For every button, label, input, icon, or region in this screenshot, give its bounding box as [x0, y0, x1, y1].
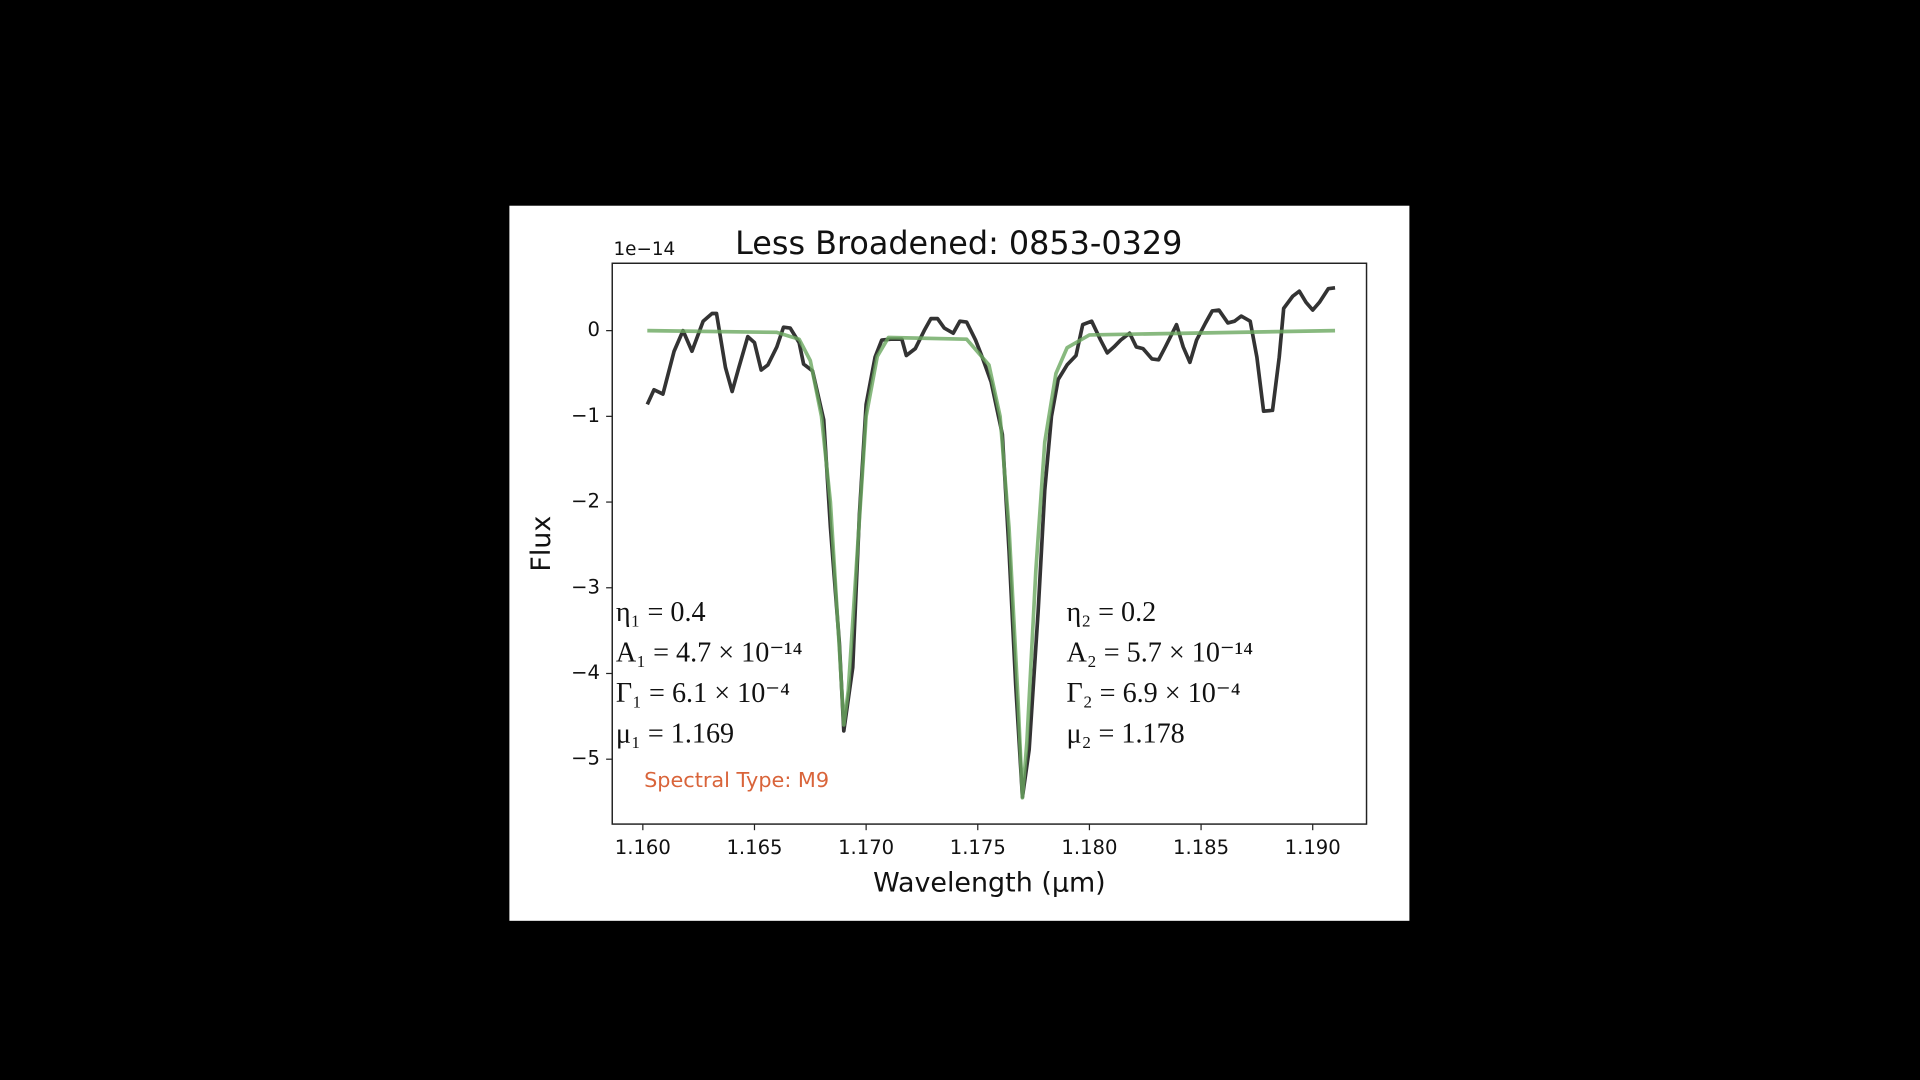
chart-title: Less Broadened: 0853-0329: [735, 224, 1182, 262]
y-tick-label: −1: [571, 404, 600, 427]
y-offset-label: 1e−14: [613, 239, 675, 260]
x-tick-label: 1.185: [1173, 836, 1229, 859]
y-axis-label: Flux: [526, 516, 557, 572]
fit-parameter: Γ₁ = 6.1 × 10⁻⁴: [616, 678, 790, 709]
fit-parameter: Γ₂ = 6.9 × 10⁻⁴: [1067, 678, 1241, 709]
x-tick-label: 1.165: [726, 836, 782, 859]
x-tick-label: 1.190: [1285, 836, 1341, 859]
x-tick-label: 1.180: [1061, 836, 1117, 859]
x-tick-label: 1.170: [838, 836, 894, 859]
fit-parameter: μ₁ = 1.169: [616, 718, 734, 749]
fit-parameter: μ₂ = 1.178: [1067, 718, 1185, 749]
fit-parameter: η₂ = 0.2: [1067, 597, 1157, 628]
x-axis-label: Wavelength (µm): [873, 868, 1106, 899]
spectral-type-note: Spectral Type: M9: [644, 768, 829, 792]
fit-parameter: A₁ = 4.7 × 10⁻¹⁴: [616, 638, 803, 669]
y-tick-label: −5: [571, 747, 600, 770]
plot-frame: [611, 262, 1368, 825]
figure-panel: [509, 205, 1410, 921]
fit-parameter: η₁ = 0.4: [616, 597, 706, 628]
fit-parameter: A₂ = 5.7 × 10⁻¹⁴: [1067, 638, 1254, 669]
y-tick-label: −4: [571, 661, 600, 684]
y-tick-label: −2: [571, 490, 600, 513]
series-line: [647, 328, 1336, 800]
x-tick-label: 1.175: [950, 836, 1006, 859]
x-tick-label: 1.160: [615, 836, 671, 859]
y-tick-label: 0: [588, 318, 600, 341]
y-tick-label: −3: [571, 575, 600, 598]
